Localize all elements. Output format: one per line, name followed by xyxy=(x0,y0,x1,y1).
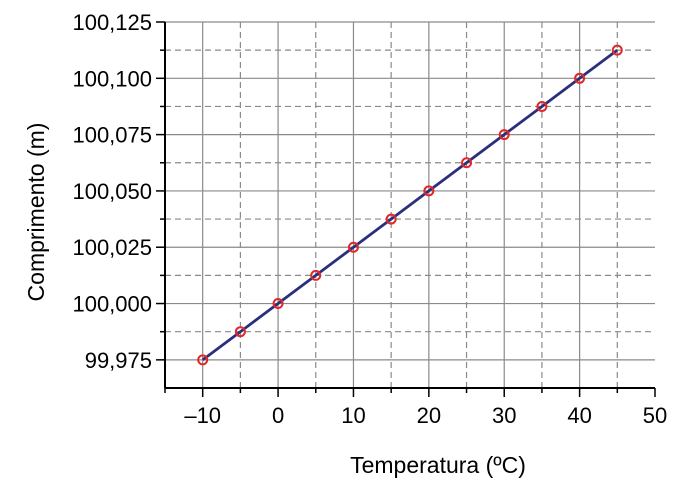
data-point xyxy=(423,185,435,197)
y-axis-title: Comprimento (m) xyxy=(23,123,49,302)
data-point xyxy=(197,354,209,366)
data-point xyxy=(347,241,359,253)
data-point xyxy=(385,213,397,225)
axes xyxy=(156,21,656,397)
y-tick-labels: 99,975 100,000 100,025 100,050 100,075 100,10… xyxy=(72,10,152,373)
data-point xyxy=(234,326,246,338)
y-tick-label: 100,100 xyxy=(72,66,152,91)
y-tick-label: 100,050 xyxy=(72,179,152,204)
y-tick-label: 100,075 xyxy=(72,123,152,148)
data-point xyxy=(574,72,586,84)
y-tick-label: 100,025 xyxy=(72,235,152,260)
data-point xyxy=(536,100,548,112)
x-tick-label: 10 xyxy=(341,403,365,428)
y-tick-label: 100,125 xyxy=(72,10,152,35)
x-tick-label: 30 xyxy=(492,403,516,428)
grid xyxy=(165,21,655,388)
x-tick-label: 0 xyxy=(272,403,284,428)
data-point xyxy=(498,129,510,141)
y-tick-label: 99,975 xyxy=(85,348,152,373)
series xyxy=(197,44,623,366)
series-line xyxy=(201,49,619,361)
x-tick-label: 20 xyxy=(417,403,441,428)
x-axis-title: Temperatura (ºC) xyxy=(350,452,526,478)
data-point xyxy=(461,157,473,169)
y-tick-label: 100,000 xyxy=(72,292,152,317)
x-tick-label: –10 xyxy=(184,403,221,428)
x-tick-label: 40 xyxy=(567,403,591,428)
x-tick-label: 50 xyxy=(643,403,667,428)
data-point xyxy=(272,298,284,310)
data-point xyxy=(310,269,322,281)
x-tick-labels: –10 0 10 20 30 40 50 xyxy=(184,403,667,428)
data-point xyxy=(611,44,623,56)
